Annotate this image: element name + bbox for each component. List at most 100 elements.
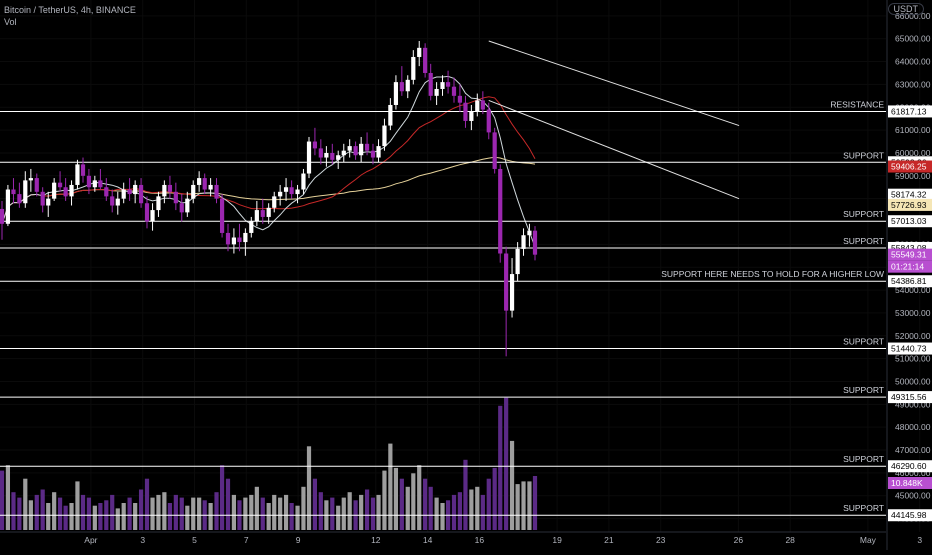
x-tick-label: 14 [423,535,433,545]
candle-body [341,150,346,156]
volume-bar [167,503,173,530]
volume-bar [254,486,259,530]
candle-body [336,155,341,160]
candle-body [237,237,242,243]
volume-bar [336,505,341,530]
candle-body [191,184,196,199]
volume-bar [278,497,283,530]
volume-bar [370,497,376,530]
extra-price-tag: 55549.31 [891,250,927,260]
y-tick-label: 50000.00 [895,376,931,386]
x-tick-label: May [860,535,877,545]
candle-body [197,178,202,185]
x-tick-label: 21 [604,535,614,545]
volume-bar [86,497,92,530]
candle-body [185,198,190,213]
volume-bar [63,505,68,530]
countdown-box [888,260,932,273]
candle-body [475,100,480,112]
grid [0,0,921,532]
volume-bar [440,503,445,530]
volume-bar [312,478,318,530]
volume-bar [225,478,231,530]
candle-body [521,235,526,249]
extra-price-tag: 58174.32 [891,190,927,200]
level-label: SUPPORT [843,337,884,347]
candle-body [440,82,445,89]
candle-body [28,178,33,181]
x-tick-label: 23 [656,535,666,545]
level-label: SUPPORT [843,385,884,395]
countdown-label: 01:21:14 [891,262,924,272]
volume-bar [428,486,433,530]
candle-body [509,274,515,311]
extra-price-tag-box [888,188,932,201]
x-tick-label: Apr [84,535,97,545]
candle-body [370,150,376,158]
candle-body [295,189,300,195]
candle-body [133,184,138,195]
candle-body [46,198,51,206]
volume-bar [231,494,237,530]
candle-body [225,232,231,245]
volume-bar [156,494,161,530]
level-price-tag: 44145.98 [891,510,927,520]
y-tick-label: 54000.00 [895,285,931,295]
volume-bar [133,503,138,530]
volume-bar [214,492,219,530]
candle-body [115,198,120,206]
volume-tag: 10.848K [891,478,923,488]
volume-bars [0,397,538,530]
candle-body [492,132,497,169]
candle-body [301,173,306,190]
candle-body [162,184,167,197]
volume-bar [457,492,463,530]
volume-bar [185,505,190,530]
extra-price-tag-box [888,198,932,211]
candle-body [243,232,248,243]
level-label: SUPPORT [843,209,884,219]
level-price-tag-box [888,509,932,522]
candle-body [92,180,97,188]
candle-body [231,237,237,245]
volume-bar [179,497,184,530]
y-tick-label: 66000.00 [895,11,931,21]
x-tick-label: 3 [917,535,922,545]
level-price-tag: 46290.60 [891,461,927,471]
y-tick-label: 48000.00 [895,422,931,432]
volume-bar [469,489,474,530]
candle-body [138,184,144,204]
support-resistance-levels: RESISTANCE SUPPORT SUPPORT SUPPORT SUPPORT H… [0,99,886,516]
volume-bar [521,481,526,530]
candle-body [75,164,80,185]
candle-body [150,210,155,222]
candle-body [399,82,404,92]
y-tick-label: 59000.00 [895,171,931,181]
candle-body [214,184,219,199]
volume-bar [162,492,167,530]
volume-bar [364,489,370,530]
candle-body [382,125,387,147]
candle-body [306,141,312,174]
volume-bar [492,467,497,530]
candle-body [434,88,439,96]
time-axis: Apr 3 5 7 9 12 14 16 19 21 23 26 28 May 3 [0,531,922,545]
trendline [488,99,740,200]
volume-bar [46,503,51,530]
level-label: SUPPORT [843,150,884,160]
extra-price-tag-box [888,160,932,173]
candle-body [486,109,491,133]
volume-bar [417,465,422,530]
y-tick-label: 46000.00 [895,468,931,478]
volume-bar [219,465,225,530]
candle-body [532,230,538,255]
volume-bar [434,497,439,530]
candle-body [127,189,132,195]
candle-body [52,182,57,199]
x-tick-label: 19 [552,535,562,545]
volume-bar [451,494,457,530]
volume-bar [191,497,196,530]
currency-badge[interactable]: USDT [887,3,924,15]
